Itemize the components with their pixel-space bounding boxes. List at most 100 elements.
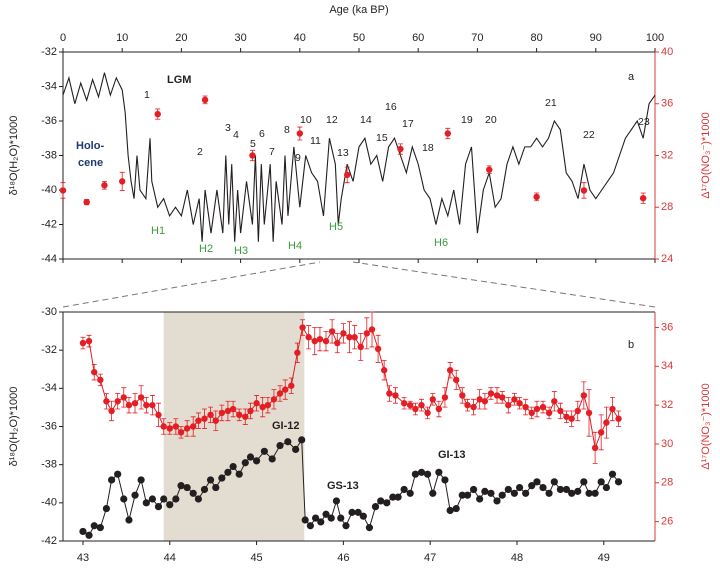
data-point xyxy=(149,401,156,409)
y2-tick-label: 36 xyxy=(661,98,673,110)
data-point xyxy=(212,417,219,424)
data-point xyxy=(368,326,376,333)
event-number: 10 xyxy=(300,114,312,126)
data-point xyxy=(337,514,345,522)
data-point xyxy=(284,438,292,446)
data-point xyxy=(400,485,408,494)
x-tick-label: 20 xyxy=(175,32,187,44)
data-point xyxy=(424,409,431,417)
data-point xyxy=(354,508,362,516)
data-point xyxy=(207,411,214,419)
period-label: LGM xyxy=(167,74,191,86)
data-point xyxy=(580,392,588,399)
event-number: 2 xyxy=(197,146,203,158)
data-point xyxy=(96,524,104,532)
data-point xyxy=(533,405,541,413)
data-point xyxy=(131,491,139,499)
data-point xyxy=(411,470,420,478)
y2-tick-label: 34 xyxy=(661,360,673,372)
interval-label: GS-13 xyxy=(327,480,359,492)
data-point xyxy=(190,423,197,430)
data-point xyxy=(557,407,564,415)
x-tick-label: 30 xyxy=(234,32,246,44)
x-tick-label: 48 xyxy=(511,552,523,564)
data-point xyxy=(377,497,385,505)
y-tick-label: -32 xyxy=(41,344,57,356)
y2-tick-label: 26 xyxy=(661,515,673,527)
data-point xyxy=(568,489,576,497)
y-tick-label: -42 xyxy=(41,535,57,547)
event-number: 6 xyxy=(259,128,265,140)
data-point xyxy=(125,401,133,409)
data-point xyxy=(481,487,489,495)
event-number: 17 xyxy=(402,118,414,130)
data-point xyxy=(435,468,443,476)
data-point xyxy=(602,483,610,492)
data-point xyxy=(282,386,289,393)
event-number: 7 xyxy=(269,146,275,158)
data-point xyxy=(316,335,324,343)
data-point xyxy=(639,194,647,202)
data-point xyxy=(160,495,168,503)
data-point xyxy=(91,368,98,376)
data-point xyxy=(343,171,351,179)
data-point xyxy=(551,398,558,405)
data-point xyxy=(79,339,87,347)
data-point xyxy=(470,403,477,411)
series-line xyxy=(62,72,656,242)
data-point xyxy=(412,405,419,413)
data-point xyxy=(97,376,104,384)
data-point xyxy=(435,405,443,413)
y-tick-label: -38 xyxy=(41,459,57,471)
data-point xyxy=(305,334,312,341)
data-point xyxy=(177,429,185,436)
data-point xyxy=(444,130,451,137)
data-point xyxy=(189,489,197,497)
data-point xyxy=(224,407,232,415)
data-point xyxy=(516,400,523,407)
data-point xyxy=(365,524,374,532)
data-point xyxy=(463,491,472,499)
x-axis-title: Age (ka BP) xyxy=(329,4,388,16)
data-point xyxy=(259,403,266,411)
y-tick-label: -44 xyxy=(41,253,57,265)
data-point xyxy=(249,152,256,159)
data-point xyxy=(172,495,180,503)
data-point xyxy=(317,518,325,526)
y-tick-label: -34 xyxy=(41,80,57,92)
x-tick-label: 47 xyxy=(424,552,436,564)
data-point xyxy=(383,499,391,507)
data-point xyxy=(120,495,128,503)
event-number: 15 xyxy=(376,132,388,144)
data-point xyxy=(328,328,336,335)
x-tick-label: 49 xyxy=(598,552,610,564)
data-point xyxy=(591,489,599,497)
data-point xyxy=(417,468,426,476)
event-number: 16 xyxy=(385,101,397,113)
data-point xyxy=(429,489,437,497)
data-point xyxy=(155,411,162,419)
data-point xyxy=(103,398,110,405)
data-point xyxy=(380,367,388,374)
x-tick-label: 60 xyxy=(412,32,424,44)
data-point xyxy=(142,499,150,507)
data-point xyxy=(125,516,133,524)
data-point xyxy=(311,514,320,522)
data-point xyxy=(332,497,341,505)
data-point xyxy=(195,417,202,424)
data-point xyxy=(423,470,432,478)
data-point xyxy=(206,476,215,484)
data-point xyxy=(224,468,232,476)
data-point xyxy=(108,407,115,415)
data-point xyxy=(119,178,126,185)
data-point xyxy=(418,401,425,409)
data-point xyxy=(268,455,276,463)
data-point xyxy=(177,482,185,490)
data-point xyxy=(453,376,460,384)
data-point xyxy=(371,503,380,511)
data-point xyxy=(90,522,98,530)
event-number: 9 xyxy=(295,152,301,164)
data-point xyxy=(351,334,358,341)
data-point xyxy=(200,485,209,494)
